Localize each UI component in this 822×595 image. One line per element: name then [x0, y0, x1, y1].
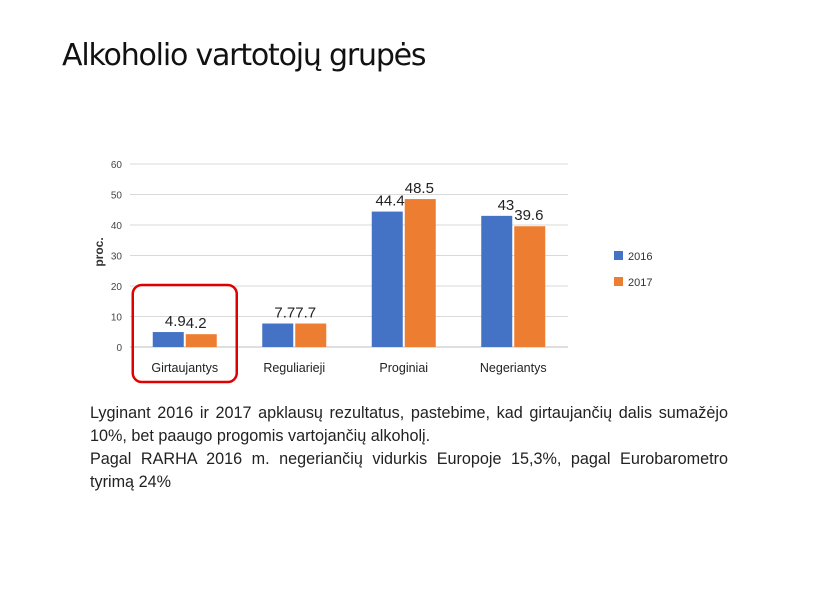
y-axis-label: proc.: [92, 237, 106, 266]
y-tick-label: 20: [111, 282, 123, 293]
data-label: 39.6: [514, 207, 543, 224]
category-label: Negeriantys: [480, 361, 547, 375]
bar-2017-negeriantys: [514, 226, 546, 347]
data-label: 4.9: [165, 313, 186, 330]
bar-2017-reguliarieji: [295, 323, 327, 347]
category-label: Proginiai: [379, 361, 428, 375]
legend-label: 2016: [628, 251, 652, 263]
data-label: 48.5: [405, 180, 434, 197]
y-tick-label: 10: [111, 313, 123, 324]
data-label: 4.2: [186, 315, 207, 332]
bar-chart: 0 10 20 30 40 50 60 proc. 4.9 4.2 7.7 7.7 44.448.5…: [92, 160, 652, 384]
page-title: Alkoholio vartotojų grupės: [62, 38, 427, 73]
category-label: Girtaujantys: [151, 361, 218, 375]
bar-2016-girtaujantys: [152, 332, 184, 347]
bar-2016-proginiai: [371, 211, 403, 347]
bars: [152, 199, 546, 347]
legend-swatch: [614, 277, 623, 286]
legend: 2016 2017: [614, 251, 652, 289]
body-text: Lyginant 2016 ir 2017 apklausų rezultatu…: [90, 402, 728, 494]
bar-2016-reguliarieji: [262, 323, 294, 347]
y-tick-label: 0: [116, 343, 122, 354]
highlight-box: [131, 283, 238, 384]
legend-swatch: [614, 251, 623, 260]
bar-2017-proginiai: [404, 199, 436, 347]
bar-2017-girtaujantys: [185, 334, 217, 347]
y-tick-label: 60: [111, 160, 123, 171]
y-tick-labels: 0 10 20 30 40 50 60: [111, 160, 123, 354]
category-label: Reguliarieji: [263, 361, 325, 375]
category-labels: Girtaujantys Reguliarieji Proginiai Negeria…: [151, 361, 546, 375]
y-tick-label: 40: [111, 221, 123, 232]
data-label: 7.7: [295, 305, 316, 322]
paragraph-1: Lyginant 2016 ir 2017 apklausų rezultatu…: [90, 404, 728, 445]
y-tick-label: 50: [111, 191, 123, 202]
legend-label: 2017: [628, 277, 652, 289]
y-tick-label: 30: [111, 252, 123, 263]
data-label: 44.4: [376, 193, 405, 210]
data-label: 43: [498, 197, 515, 214]
paragraph-2: Pagal RARHA 2016 m. negeriančių vidurkis…: [90, 450, 728, 491]
bar-2016-negeriantys: [481, 215, 513, 347]
data-label: 7.7: [274, 305, 295, 322]
